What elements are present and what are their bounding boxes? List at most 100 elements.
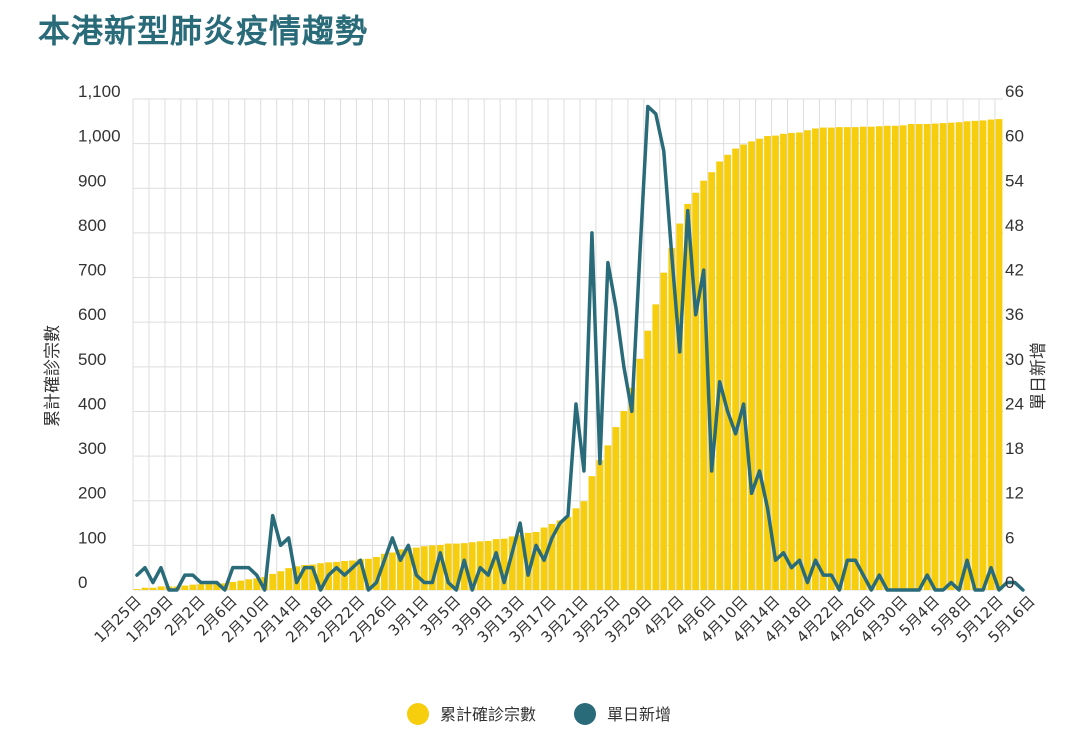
left-tick-label: 900 [78,171,106,190]
cumulative-bar [197,584,205,590]
right-axis-ticks: 0 6 12 18 24 30 36 42 48 54 60 66 [1005,82,1024,592]
cumulative-bar [285,568,293,590]
cumulative-bar [963,121,971,591]
cumulative-bar [955,122,963,590]
right-tick-label: 60 [1005,127,1024,146]
right-tick-label: 36 [1005,305,1024,324]
cumulative-bar [724,154,732,590]
cumulative-bar [532,531,540,590]
cumulative-bar [365,558,372,590]
cumulative-bar [979,120,987,591]
cumulative-bar [468,542,476,590]
cumulative-bar [357,559,364,590]
cumulative-bar [732,148,740,590]
left-tick-label: 800 [78,216,106,235]
cumulative-bar [612,427,620,590]
cumulative-bar [772,135,779,591]
left-tick-label: 400 [78,394,106,413]
left-tick-label: 100 [78,528,106,547]
cumulative-bar [804,130,811,590]
cumulative-bar [556,520,564,590]
right-axis-title: 單日新增 [1029,342,1049,410]
cumulative-bar [859,126,867,590]
left-tick-label: 200 [78,484,106,503]
cumulative-bars [133,119,1003,591]
cumulative-bar [333,561,340,590]
cumulative-bar [508,536,516,590]
right-tick-label: 48 [1005,216,1024,235]
cumulative-bar [564,516,572,590]
cumulative-bar [971,120,979,590]
cumulative-bar [692,192,700,590]
cumulative-bar [604,445,612,590]
cumulative-bar [500,538,508,590]
left-tick-label: 600 [78,305,106,324]
cumulative-bar [245,579,253,590]
cumulative-bar [205,583,213,590]
cumulative-bar [277,571,285,590]
cumulative-bar [596,460,604,590]
cumulative-bar [396,549,404,590]
cumulative-bar [428,545,436,590]
left-tick-label: 500 [78,350,106,369]
legend-swatch-cumulative [407,703,429,725]
left-tick-label: 300 [78,439,106,458]
cumulative-bar [995,119,1003,590]
cumulative-bar [229,581,237,590]
left-tick-label: 1,100 [78,82,121,101]
left-tick-label: 0 [78,573,87,592]
cumulative-bar [269,573,277,590]
cumulative-bar [141,587,149,590]
right-tick-label: 66 [1005,82,1024,101]
right-tick-label: 42 [1005,261,1024,280]
cumulative-bar [373,556,380,590]
cumulative-bar [891,125,899,591]
cumulative-bar [684,203,692,591]
cumulative-bar [452,543,460,590]
cumulative-bar [516,535,524,590]
cumulative-bar [843,127,851,590]
cumulative-bar [628,387,636,590]
cumulative-bar [181,585,189,590]
cumulative-bar [389,552,396,590]
left-axis-ticks: 0 100 200 300 400 500 600 700 800 900 1,000 1,100 [78,82,121,592]
cumulative-bar [883,125,891,591]
cumulative-bar [476,541,484,590]
cumulative-bar [851,127,859,590]
right-tick-label: 6 [1005,528,1014,547]
cumulative-bar [820,127,827,591]
cumulative-bar [923,123,931,590]
legend: 累計確診宗數 單日新增 [407,703,671,725]
cumulative-bar [381,553,388,590]
cumulative-bar [899,125,907,591]
cumulative-bar [253,578,261,590]
chart-title: 本港新型肺炎疫情趨勢 [38,12,369,50]
cumulative-bar [764,136,771,590]
cumulative-bar [788,132,795,590]
cumulative-bar [301,565,308,590]
daily-line [135,104,1025,592]
cumulative-bar [716,161,724,590]
right-tick-label: 0 [1005,573,1014,592]
cumulative-bar [652,304,660,590]
legend-label-daily: 單日新增 [607,705,671,724]
left-tick-label: 700 [78,261,106,280]
left-axis-title: 累計確診宗數 [43,325,63,427]
x-axis-ticks: 1月25日1月29日2月2日2月6日2月10日2月14日2月18日2月22日2月… [91,592,1039,646]
legend-swatch-daily [574,703,596,725]
cumulative-bar [875,126,883,590]
cumulative-bar [867,126,875,590]
cumulative-bar [796,132,803,590]
cumulative-bar [756,138,763,590]
cumulative-bar [149,587,157,590]
cumulative-bar [907,123,915,590]
daily-series-line [135,104,1025,592]
right-tick-label: 30 [1005,350,1024,369]
cumulative-bar [213,583,221,590]
cumulative-bar [436,544,444,590]
cumulative-bar [588,476,596,590]
left-tick-label: 1,000 [78,127,121,146]
cumulative-bar [237,580,245,590]
vertical-gridlines [132,99,996,590]
